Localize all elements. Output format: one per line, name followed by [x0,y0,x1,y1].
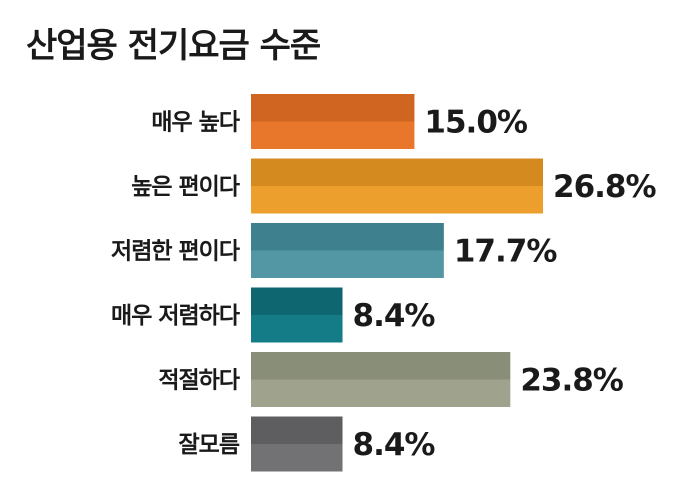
bar-group: 매우 저렴하다 8.4% [111,287,436,343]
chart-title: 산업용 전기요금 수준 [26,26,321,66]
bar-group: 저렴한 편이다 17.7% [111,223,558,278]
bar-lower-half [251,250,444,278]
category-label: 매우 높다 [151,110,239,136]
bar [251,416,343,444]
category-label: 적절하다 [158,368,239,394]
bar-lower-half [251,121,415,149]
bar-lower-half [251,379,511,407]
value-label: 8.4% [353,427,436,463]
value-label: 8.4% [353,298,436,334]
bar-lower-half [251,315,343,343]
category-label: 높은 편이다 [131,174,240,200]
bar-lower-half [251,186,543,214]
bar [251,352,511,380]
value-label: 15.0% [424,105,527,141]
value-label: 23.8% [520,363,623,399]
bar [251,158,543,186]
value-label: 26.8% [553,169,656,205]
category-label: 잘모름 [179,432,240,458]
bar-group: 매우 높다 15.0% [151,94,529,149]
category-label: 저렴한 편이다 [111,239,240,265]
bar-group: 잘모름 8.4% [179,416,436,472]
value-label: 17.7% [454,234,557,270]
category-label: 매우 저렴하다 [111,303,240,329]
bar [251,287,343,315]
bar [251,223,444,251]
bar-group: 적절하다 23.8% [158,352,625,407]
bar-lower-half [251,444,343,472]
bar-group: 높은 편이다 26.8% [131,158,657,214]
bar [251,94,415,122]
